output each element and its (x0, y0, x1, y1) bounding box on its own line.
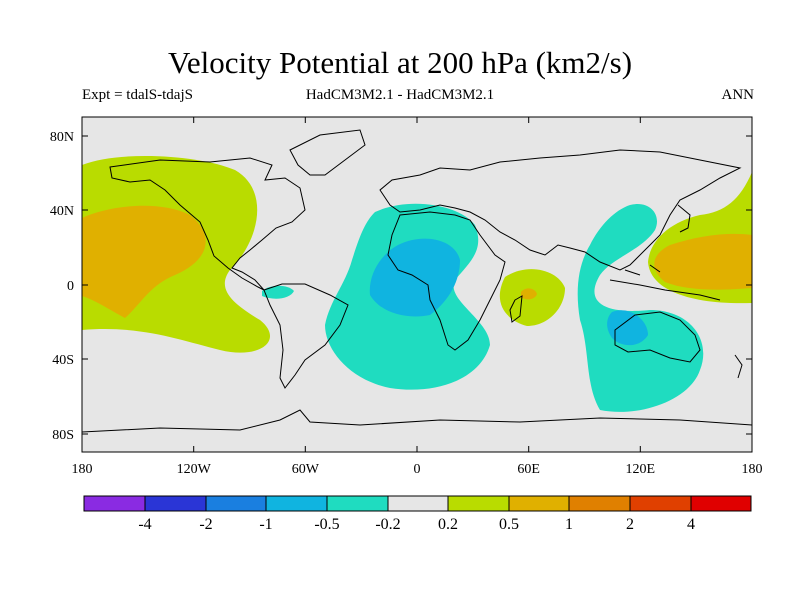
colorbar-swatch (265, 495, 328, 512)
colorbar (83, 495, 752, 512)
colorbar-label: 2 (626, 516, 634, 533)
coastline-australia (614, 311, 701, 363)
experiment-label: Expt = tdalS-tdajS (82, 87, 193, 103)
colorbar-swatch (326, 495, 389, 512)
colorbar-swatch (387, 495, 449, 512)
colorbar-label: -2 (199, 516, 212, 533)
coastline-africa (387, 211, 506, 351)
colorbar-label: -0.5 (314, 516, 339, 533)
coastline-new-zealand (734, 354, 743, 379)
colorbar-swatch (508, 495, 570, 512)
colorbar-label: -1 (259, 516, 272, 533)
colorbar-swatch (447, 495, 510, 512)
coastlines (82, 129, 752, 433)
colorbar-label: 0.5 (499, 516, 519, 533)
y-tick-label: 40S (52, 353, 74, 368)
coastline-madagascar (509, 295, 523, 323)
contour-madagascar-positive-0.5 (521, 288, 537, 300)
season-label: ANN (721, 87, 755, 103)
x-tick-label: 60E (517, 462, 540, 477)
contour-fields (82, 129, 752, 433)
axis-ticks (82, 117, 752, 452)
colorbar-swatch (690, 495, 752, 512)
colorbar-swatch (568, 495, 631, 512)
coastline-eurasia (379, 149, 742, 271)
model-comparison-label: HadCM3M2.1 - HadCM3M2.1 (305, 87, 495, 103)
coastline-south-america (263, 283, 349, 389)
contour-panama-negative-0.2 (262, 285, 294, 299)
y-tick-label: 0 (67, 279, 74, 294)
colorbar-swatch (83, 495, 146, 512)
colorbar-swatch (205, 495, 267, 512)
colorbar-label: 0.2 (438, 516, 458, 533)
x-tick-label: 0 (414, 462, 421, 477)
x-tick-label: 120E (626, 462, 656, 477)
coastline-antarctica (82, 409, 752, 433)
contour-indian-negative-0.5 (607, 310, 648, 346)
colorbar-swatch (144, 495, 207, 512)
contour-west-pacific-positive-0.5 (654, 233, 752, 290)
coastline-north-america (109, 157, 306, 291)
coastline-greenland (289, 129, 366, 176)
coastline-indonesia (609, 264, 721, 301)
colorbar-label: 1 (565, 516, 573, 533)
colorbar-label: -0.2 (375, 516, 400, 533)
contour-indian-negative-0.2 (577, 204, 704, 412)
contour-atlantic-negative-0.5 (369, 238, 460, 317)
x-tick-label: 180 (72, 462, 93, 477)
y-tick-label: 40N (50, 204, 74, 219)
colorbar-swatch (629, 495, 692, 512)
x-tick-label: 120W (177, 462, 212, 477)
x-tick-label: 180 (742, 462, 763, 477)
colorbar-label: -4 (138, 516, 151, 533)
y-tick-label: 80S (52, 428, 74, 443)
colorbar-label: 4 (687, 516, 695, 533)
coastline-japan (677, 204, 691, 233)
map-title: Velocity Potential at 200 hPa (km2/s) (167, 45, 633, 80)
y-tick-label: 80N (50, 130, 74, 145)
contour-pacific-positive-0.5 (82, 205, 206, 318)
x-tick-label: 60W (292, 462, 320, 477)
